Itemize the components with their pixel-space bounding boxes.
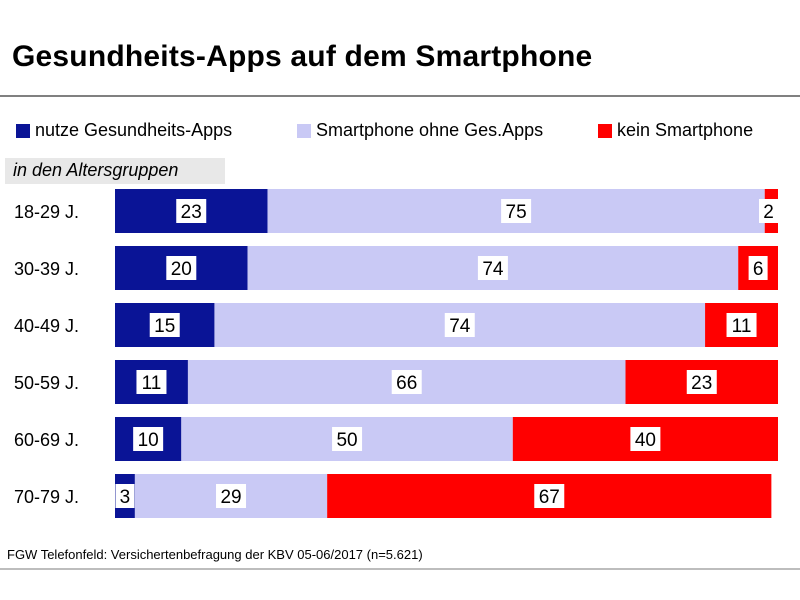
value-label-box xyxy=(176,199,207,223)
legend-label-smartphone-without: Smartphone ohne Ges.Apps xyxy=(316,120,544,140)
category-label: 50-59 J. xyxy=(14,373,79,393)
source-note: FGW Telefonfeld: Versichertenbefragung d… xyxy=(7,547,423,562)
category-label: 40-49 J. xyxy=(14,316,79,336)
value-label-box xyxy=(726,313,757,337)
value-label-no-smartphone: 2 xyxy=(763,202,774,223)
chart-subtitle: in den Altersgruppen xyxy=(13,160,179,180)
category-label: 18-29 J. xyxy=(14,202,79,222)
legend-item-no-smartphone: kein Smartphone xyxy=(598,120,753,141)
value-label-box xyxy=(748,256,768,280)
value-label-box xyxy=(332,427,363,451)
value-label-uses-health-apps: 11 xyxy=(142,373,162,394)
value-label-box xyxy=(133,427,164,451)
legend-label-uses-health-apps: nutze Gesundheits-Apps xyxy=(35,120,233,140)
value-label-box xyxy=(444,313,475,337)
title-divider xyxy=(0,95,800,97)
legend-label-no-smartphone: kein Smartphone xyxy=(617,120,754,140)
footer-divider xyxy=(0,568,800,570)
legend-swatch-uses-health-apps xyxy=(16,123,30,138)
legend-item-smartphone-without: Smartphone ohne Ges.Apps xyxy=(297,120,543,141)
value-label-no-smartphone: 6 xyxy=(753,259,764,280)
value-label-box xyxy=(686,370,717,394)
value-label-box xyxy=(534,484,565,508)
subtitle-background xyxy=(5,158,225,184)
category-label: 30-39 J. xyxy=(14,259,79,279)
value-label-uses-health-apps: 10 xyxy=(138,430,159,451)
value-label-box xyxy=(477,256,508,280)
value-label-box xyxy=(501,199,532,223)
legend-swatch-no-smartphone xyxy=(598,123,612,138)
legend: nutze Gesundheits-Apps Smartphone ohne G… xyxy=(0,120,800,144)
value-label-box xyxy=(630,427,661,451)
value-label-uses-health-apps: 15 xyxy=(154,316,175,337)
value-label-box xyxy=(136,370,167,394)
value-label-box xyxy=(166,256,197,280)
value-label-uses-health-apps: 20 xyxy=(171,259,192,280)
value-label-smartphone-without: 50 xyxy=(336,430,357,451)
value-label-no-smartphone: 23 xyxy=(691,373,712,394)
value-label-smartphone-without: 74 xyxy=(482,259,504,280)
value-label-uses-health-apps: 23 xyxy=(181,202,202,223)
value-label-uses-health-apps: 3 xyxy=(120,487,131,508)
value-label-smartphone-without: 74 xyxy=(449,316,471,337)
legend-swatch-smartphone-without xyxy=(297,123,311,138)
value-label-smartphone-without: 29 xyxy=(220,487,241,508)
value-label-no-smartphone: 67 xyxy=(539,487,560,508)
value-label-no-smartphone: 11 xyxy=(732,316,752,337)
value-label-box xyxy=(115,484,135,508)
legend-item-uses-health-apps: nutze Gesundheits-Apps xyxy=(16,120,232,141)
value-label-no-smartphone: 40 xyxy=(635,430,656,451)
category-label: 60-69 J. xyxy=(14,430,79,450)
category-label: 70-79 J. xyxy=(14,487,79,507)
value-label-box xyxy=(149,313,180,337)
value-label-smartphone-without: 75 xyxy=(506,202,527,223)
value-label-box xyxy=(216,484,247,508)
value-label-box xyxy=(391,370,422,394)
chart-title: Gesundheits-Apps auf dem Smartphone xyxy=(12,40,593,73)
value-label-smartphone-without: 66 xyxy=(396,373,417,394)
stacked-bar-chart: 18-29 J. 23 75 2 30-39 J. 20 74 6 40-49 J. 15 74 11… xyxy=(14,189,778,518)
value-label-box xyxy=(759,199,778,223)
